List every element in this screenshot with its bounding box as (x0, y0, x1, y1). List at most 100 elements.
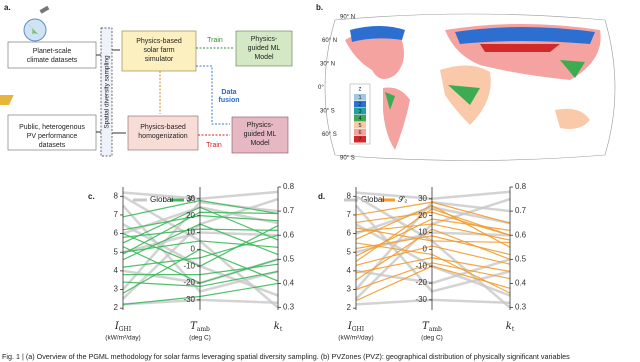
tick-label: 4 (347, 266, 352, 275)
sampling-label: Spatial diversity sampling (104, 55, 111, 129)
node-box (127, 115, 199, 151)
tick-label: -30 (183, 295, 195, 304)
panel-label: c. (88, 192, 95, 201)
node-label: Physics- (251, 36, 278, 43)
tick-label: -10 (183, 261, 195, 270)
tick-label: 6 (347, 229, 352, 238)
tick-label: -20 (183, 278, 195, 287)
tick-label: 7 (114, 210, 119, 219)
axis-subscript: amb (197, 326, 210, 333)
diagram (0, 5, 293, 157)
tick-label: 20 (186, 211, 195, 220)
node-label: solar farm (143, 47, 174, 54)
tick-label: 10 (418, 228, 427, 237)
tick-label: 10 (186, 228, 195, 237)
lat-label: 30° N (320, 62, 335, 68)
lat-label: 90° N (340, 15, 355, 21)
tick-label: -30 (415, 295, 427, 304)
legend-swatch (354, 136, 366, 143)
edge-label: Train (207, 37, 223, 44)
node-label: datasets (39, 142, 66, 149)
continent (555, 108, 590, 129)
continent (480, 44, 560, 52)
tick-label: 6 (114, 229, 119, 238)
lat-label: 30° S (320, 109, 335, 115)
legend-label: 7 (358, 137, 361, 143)
lat-label: 0° (318, 85, 324, 91)
legend-label: Global (361, 195, 384, 204)
tick-label: 4 (114, 266, 119, 275)
tick-label: 0.6 (515, 230, 527, 239)
tick-label: 2 (347, 303, 352, 312)
tick-label: 0.3 (283, 303, 295, 312)
axis-symbol: I (114, 321, 120, 332)
axis-symbol: T (190, 321, 198, 332)
node-label: guided ML (244, 131, 277, 138)
node-label: PV performance (27, 133, 78, 140)
tick-label: 0.8 (515, 182, 527, 191)
arrow (196, 65, 230, 125)
continent (385, 92, 395, 110)
axis-symbol: k (506, 321, 512, 332)
axis-label: IGHI (114, 321, 132, 333)
node-label: simulator (145, 56, 174, 63)
globe-land (28, 24, 41, 37)
continent (345, 31, 404, 79)
edge-label: Data (221, 89, 236, 96)
tick-label: 8 (347, 191, 352, 200)
edge-label: Train (206, 142, 222, 149)
legend-label: 6 (358, 130, 361, 136)
axis-unit: (deg C) (421, 335, 443, 342)
tick-label: 30 (186, 194, 195, 203)
node-label: Public, heterogenous (19, 124, 85, 131)
tick-label: 0 (191, 244, 196, 253)
node-box (7, 41, 97, 69)
node-box (121, 30, 197, 72)
panel-label: d. (318, 192, 325, 201)
tick-label: 3 (114, 285, 119, 294)
tick-label: 0.8 (283, 182, 295, 191)
node-label: climate datasets (27, 57, 78, 64)
axis-subscript: GHI (119, 326, 132, 333)
legend-title: z (359, 87, 362, 93)
node-label: homogenization (138, 133, 188, 140)
axis-unit: (kW/m²/day) (338, 335, 373, 342)
axis-label: kt (506, 321, 515, 333)
node-label: Model (254, 54, 274, 61)
tick-label: 0.6 (283, 230, 295, 239)
legend-label: 4 (358, 116, 361, 122)
continent (350, 26, 405, 42)
tick-label: 0.4 (515, 279, 527, 288)
tick-label: 0.7 (515, 206, 527, 215)
continent (560, 60, 585, 78)
tick-label: 5 (347, 247, 352, 256)
legend-swatch (354, 108, 366, 115)
legend-label: Global (150, 195, 173, 204)
lat-label: 90° S (340, 156, 355, 162)
axis-symbol: T (422, 321, 430, 332)
node-label: Physics-based (136, 38, 182, 45)
tick-label: 0.5 (283, 254, 295, 263)
tick-label: 30 (418, 194, 427, 203)
pv-panel-icon (0, 95, 14, 105)
axis-label: kt (274, 321, 283, 333)
tick-label: 5 (114, 247, 119, 256)
axis-subscript: t (512, 326, 515, 333)
legend-label: 1 (358, 95, 361, 101)
axis-label: Tamb (190, 321, 210, 333)
node-box (231, 116, 289, 154)
tick-label: 2 (114, 303, 119, 312)
panel-label: b. (316, 3, 323, 12)
legend-label: 5 (358, 123, 361, 129)
legend-swatch (354, 101, 366, 108)
continent (448, 85, 480, 105)
node-box (235, 30, 293, 67)
tick-label: 0.4 (283, 279, 295, 288)
legend-label: 𝒮₁ (187, 195, 196, 204)
legend-label: 2 (358, 102, 361, 108)
axis-unit: (deg C) (189, 335, 211, 342)
panel-label: a. (4, 3, 11, 12)
data-line (122, 190, 279, 201)
axis-label: Tamb (422, 321, 442, 333)
